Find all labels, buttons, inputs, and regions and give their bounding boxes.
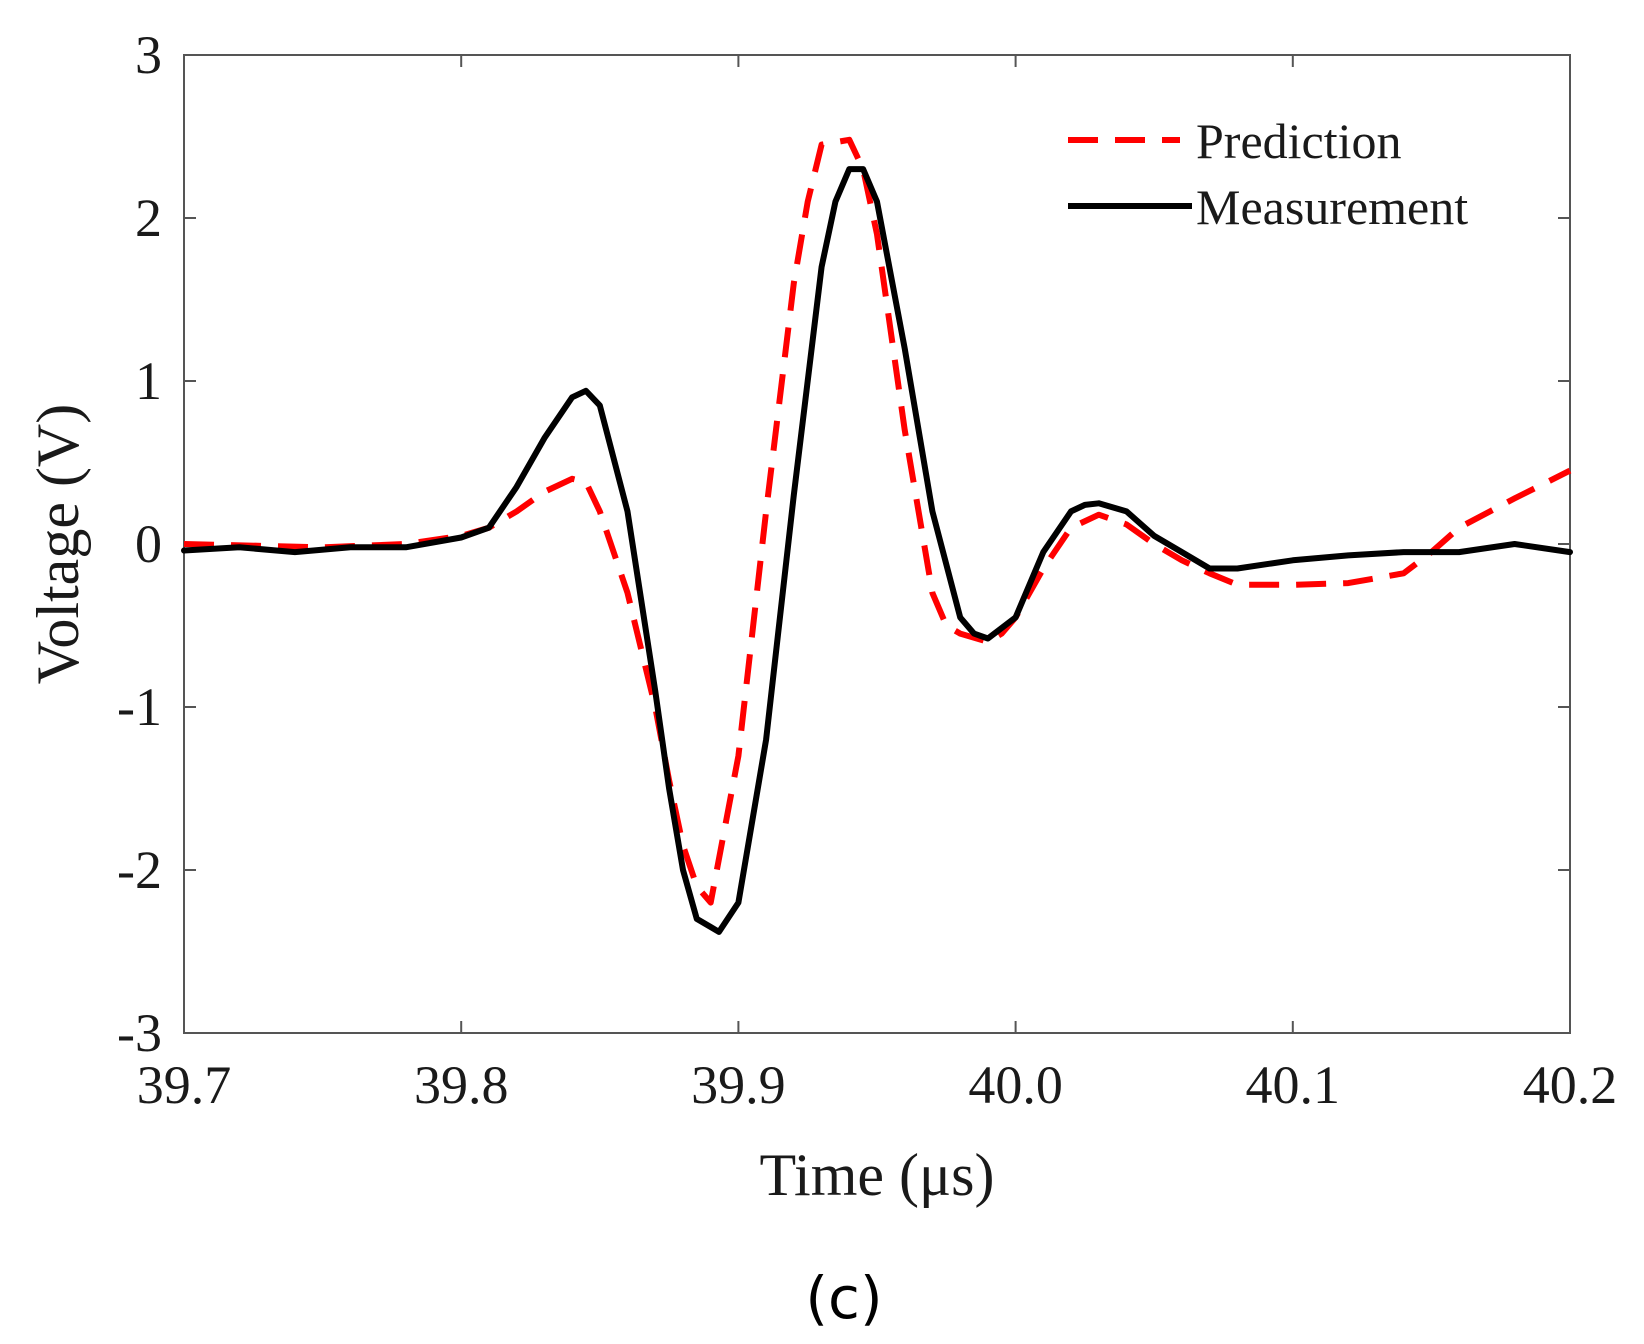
panel-label: (c) [805, 1264, 882, 1332]
series-line-prediction [183, 136, 1572, 906]
x-tick-label: 39.8 [414, 1055, 509, 1115]
series-line-measurement [181, 166, 1573, 935]
x-tick-label: 39.7 [137, 1055, 232, 1115]
y-tick-label: 0 [135, 514, 162, 574]
axis-ticks: 39.7 39.8 39.9 40.0 40.1 40.2 -3 -2 -1 0 1 2 3 [117, 25, 1617, 1115]
x-tick-label: 40.2 [1523, 1055, 1618, 1115]
x-tick-label: 39.9 [691, 1055, 786, 1115]
y-tick-label: 2 [135, 188, 162, 248]
legend-label-measurement: Measurement [1196, 179, 1468, 235]
y-tick-label: 1 [135, 351, 162, 411]
y-tick-label: -2 [117, 840, 162, 900]
legend: Prediction Measurement [1068, 113, 1468, 235]
x-tick-label: 40.0 [968, 1055, 1063, 1115]
y-axis-title: Voltage (V) [25, 404, 91, 685]
y-tick-label: -1 [117, 677, 162, 737]
x-tick-label: 40.1 [1246, 1055, 1341, 1115]
legend-label-prediction: Prediction [1196, 113, 1402, 169]
y-tick-label: 3 [135, 25, 162, 85]
series-layer [181, 136, 1573, 935]
x-axis-title: Time (μs) [760, 1142, 995, 1208]
y-tick-label: -3 [117, 1003, 162, 1063]
